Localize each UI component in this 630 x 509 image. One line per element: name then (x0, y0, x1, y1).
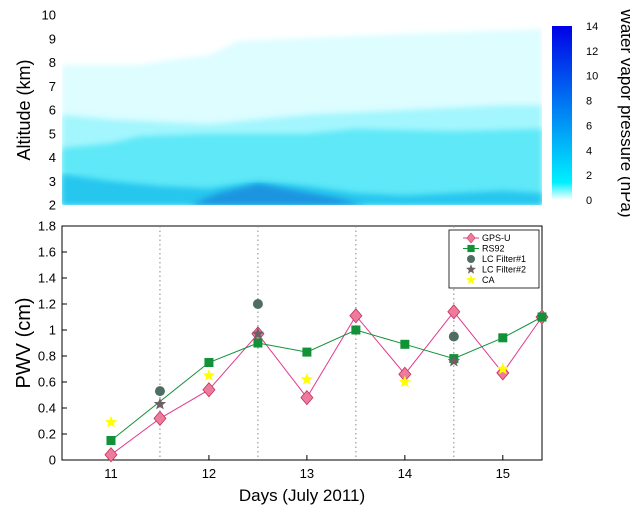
legend-label-gps-u: GPS-U (482, 233, 511, 243)
heatmap-y-tick-label: 3 (49, 174, 56, 189)
heatmap-contour-2 (62, 129, 542, 205)
pwv-y-tick-label: 0.8 (38, 349, 56, 364)
pwv-x-tick-label: 15 (496, 466, 510, 481)
colorbar-tick-label: 12 (586, 46, 598, 58)
heatmap-y-tick-label: 6 (49, 103, 56, 118)
series-point-lc-filter-2 (153, 397, 167, 410)
series-point-rs92 (204, 358, 214, 367)
colorbar-ticks: 0 2 4 6 8 10 12 14 (586, 21, 598, 207)
pwv-x-tick-label: 14 (398, 466, 412, 481)
series-point-lc-filter-2 (447, 354, 461, 367)
colorbar-tick-label: 2 (586, 170, 592, 182)
series-point-gps-u (104, 447, 118, 463)
series-point-gps-u (153, 410, 167, 427)
legend-marker-rs92 (467, 244, 475, 253)
series-point-ca (104, 415, 118, 428)
series-point-gps-u (349, 308, 363, 324)
series-point-rs92 (537, 312, 547, 322)
heatmap-y-tick-label: 7 (49, 79, 56, 94)
series-point-ca (202, 369, 216, 381)
legend-label-ca: CA (482, 275, 495, 285)
heatmap-y-tick-label: 8 (49, 55, 56, 70)
heatmap-contour-3 (62, 174, 542, 205)
heatmap-y-tick-label: 5 (49, 126, 56, 141)
pwv-y-tick-label: 0.4 (38, 401, 56, 416)
colorbar: 0 2 4 6 8 10 12 14 Water vapor pressure (hPa) (552, 8, 630, 218)
pwv-x-ticks: 11 12 13 14 15 (104, 455, 510, 481)
series-point-rs92 (498, 333, 508, 343)
heatmap-panel: 2 3 4 5 6 7 8 9 10 Altitude (km) (14, 8, 542, 213)
pwv-x-tick-label: 12 (202, 466, 216, 481)
pwv-series-markers (104, 299, 549, 463)
colorbar-tick-label: 4 (586, 145, 592, 157)
series-point-lc-filter-1 (154, 386, 165, 397)
series-point-lc-filter-2 (251, 327, 265, 340)
colorbar-tick-label: 6 (586, 120, 592, 132)
series-point-ca (300, 372, 314, 385)
series-point-lc-filter-1 (252, 299, 263, 309)
series-point-ca (496, 362, 509, 375)
legend-label-lc-filter-2: LC Filter#2 (482, 265, 526, 275)
legend-box (448, 229, 540, 289)
pwv-y-tick-label: 0.2 (38, 427, 56, 442)
heatmap-y-tick-label: 2 (49, 198, 56, 213)
series-point-rs92 (351, 325, 361, 335)
pwv-x-axis-label: Days (July 2011) (239, 486, 365, 505)
pwv-y-tick-label: 1.2 (38, 297, 56, 312)
series-point-rs92 (302, 347, 312, 357)
pwv-y-tick-label: 1.6 (38, 245, 56, 260)
series-point-rs92 (106, 436, 116, 445)
pwv-y-tick-label: 0 (49, 453, 56, 468)
colorbar-tick-label: 8 (586, 96, 592, 108)
series-line-gps-u (110, 310, 543, 456)
heatmap-y-tick-label: 10 (42, 8, 56, 23)
legend-label-rs92: RS92 (482, 244, 505, 254)
pwv-panel: 0 0.2 0.4 0.6 0.8 1 1.2 1.4 1.6 1.8 11 12 13 14 15 PW… (13, 219, 549, 505)
heatmap-y-tick-label: 4 (49, 150, 56, 165)
pwv-y-axis-label: PWV (cm) (13, 297, 35, 388)
colorbar-tick-label: 0 (586, 195, 592, 207)
series-point-rs92 (253, 338, 263, 348)
series-point-gps-u (447, 304, 461, 320)
colorbar-tick-label: 14 (586, 21, 598, 33)
series-point-gps-u (300, 389, 314, 406)
pwv-x-tick-label: 13 (300, 466, 314, 481)
series-point-ca (398, 375, 412, 388)
series-point-gps-u (202, 382, 216, 398)
series-point-lc-filter-1 (448, 331, 459, 342)
heatmap-y-axis-label: Altitude (km) (14, 59, 34, 160)
colorbar-tick-label: 10 (586, 71, 598, 83)
colorbar-gradient (552, 26, 572, 200)
legend-label-lc-filter-1: LC Filter#1 (482, 254, 526, 264)
pwv-y-ticks: 0 0.2 0.4 0.6 0.8 1 1.2 1.4 1.6 1.8 (38, 219, 67, 468)
legend-marker-lc-filter-1 (467, 255, 475, 263)
series-point-rs92 (400, 339, 410, 349)
pwv-y-tick-label: 1 (49, 323, 56, 338)
legend-marker-lc-filter-2 (466, 264, 476, 274)
heatmap-layers (62, 29, 542, 205)
pwv-y-tick-label: 1.4 (38, 271, 56, 286)
colorbar-label: Water vapor pressure (hPa) (617, 8, 630, 217)
pwv-y-tick-label: 0.6 (38, 375, 56, 390)
heatmap-y-tick-label: 9 (49, 31, 56, 46)
heatmap-y-ticks: 2 3 4 5 6 7 8 9 10 (42, 8, 56, 213)
pwv-y-tick-label: 1.8 (38, 219, 56, 234)
legend-marker-gps-u (466, 232, 476, 244)
heatmap-contour-4 (189, 183, 366, 205)
pwv-x-tick-label: 11 (104, 466, 118, 481)
legend-marker-ca (466, 274, 476, 285)
